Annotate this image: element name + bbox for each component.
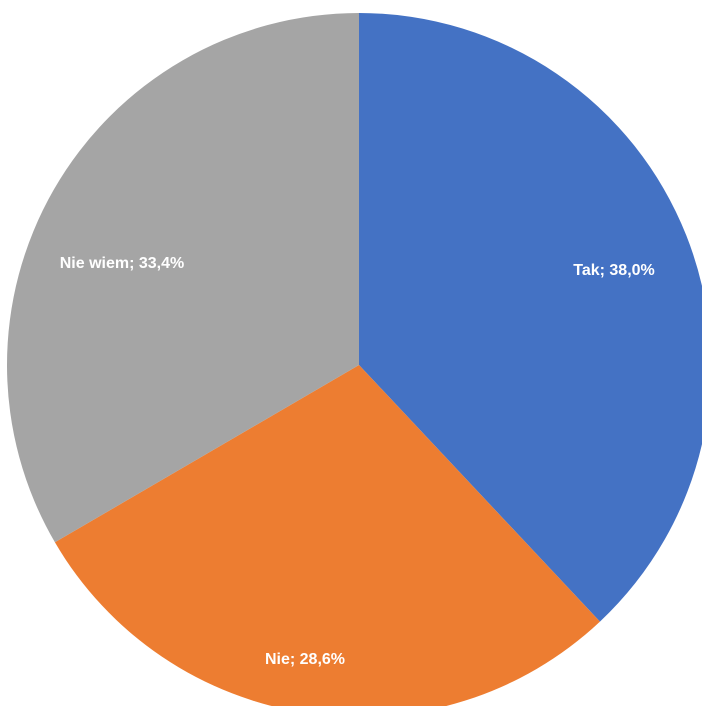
pie-slices: [6, 13, 702, 706]
data-label-nie: Nie; 28,6%: [265, 651, 345, 668]
data-label-tak: Tak; 38,0%: [573, 262, 655, 279]
pie-slice-tak: [359, 13, 702, 622]
pie-slice-nie: [54, 365, 600, 706]
pie-slice-nie-wiem: [6, 13, 360, 543]
pie-labels: Tak; 38,0% Nie; 28,6% Nie wiem; 33,4%: [60, 255, 655, 668]
data-label-nie-wiem: Nie wiem; 33,4%: [60, 255, 185, 272]
